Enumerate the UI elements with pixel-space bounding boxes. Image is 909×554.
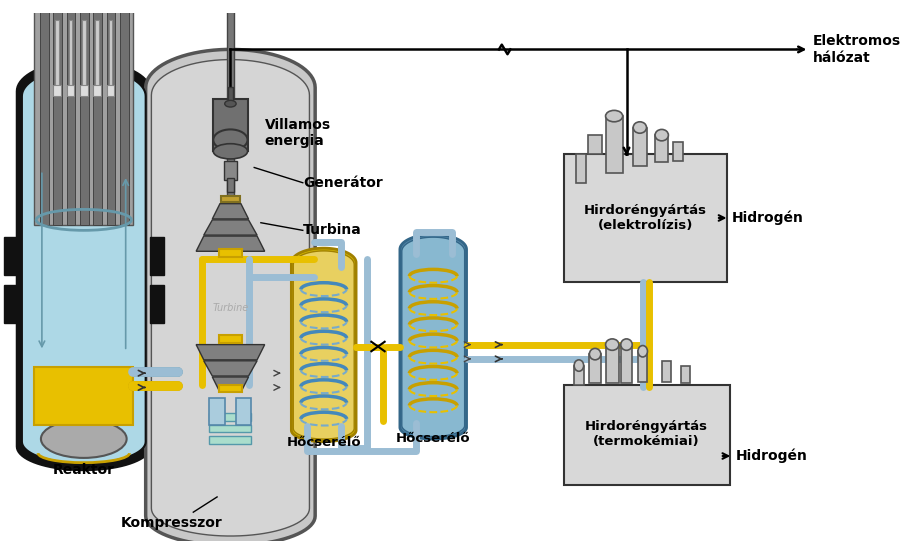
Bar [219, 249, 242, 257]
Bar [219, 384, 242, 392]
Ellipse shape [605, 110, 623, 122]
Bar [54, 85, 61, 96]
Bar [236, 398, 252, 424]
Ellipse shape [634, 122, 646, 133]
Bar [219, 335, 242, 343]
Ellipse shape [214, 143, 247, 159]
Text: Hidrogén: Hidrogén [732, 211, 804, 225]
Text: Kompresszor: Kompresszor [121, 516, 223, 530]
Bar [82, 20, 85, 96]
Text: Villamos
energia: Villamos energia [265, 118, 331, 148]
Bar [576, 154, 585, 183]
Bar [605, 116, 623, 173]
Bar [226, 178, 235, 192]
Polygon shape [294, 251, 355, 439]
Bar [574, 366, 584, 384]
Text: Turbina: Turbina [303, 223, 362, 237]
Ellipse shape [589, 348, 601, 360]
Bar [4, 237, 17, 275]
Ellipse shape [621, 339, 633, 350]
Bar [120, 0, 128, 224]
Polygon shape [196, 345, 265, 360]
Ellipse shape [225, 100, 236, 107]
Polygon shape [17, 61, 150, 470]
Bar [68, 20, 73, 96]
Polygon shape [213, 377, 248, 392]
Text: Hidrogén: Hidrogén [736, 449, 808, 463]
Polygon shape [22, 68, 145, 463]
Bar [35, 367, 134, 424]
Bar [674, 142, 683, 161]
Bar [94, 85, 101, 96]
Bar [227, 86, 234, 104]
Text: Elektromos
hálózat: Elektromos hálózat [814, 34, 901, 64]
Bar [634, 127, 646, 166]
Bar [564, 384, 730, 485]
Bar [35, 0, 134, 224]
Text: Generátor: Generátor [303, 176, 383, 189]
Text: Hirdoréngyártás
(termokémiai): Hirdoréngyártás (termokémiai) [585, 420, 708, 448]
Bar [150, 237, 164, 275]
Bar [605, 345, 619, 383]
Text: Turbine: Turbine [213, 304, 248, 314]
Bar [681, 366, 690, 383]
Bar [655, 135, 668, 162]
Bar [621, 345, 633, 383]
Polygon shape [213, 204, 248, 219]
Bar [209, 413, 252, 421]
Ellipse shape [638, 346, 647, 357]
Text: Hirdoréngyártás
(elektrolízis): Hirdoréngyártás (elektrolízis) [584, 204, 707, 232]
Bar [209, 436, 252, 444]
Bar [40, 0, 48, 224]
Bar [94, 0, 102, 224]
Bar [214, 99, 247, 151]
Bar [221, 196, 240, 202]
Polygon shape [196, 236, 265, 252]
Bar [95, 20, 99, 96]
Bar [66, 85, 75, 96]
Ellipse shape [574, 360, 584, 371]
Text: Reaktor: Reaktor [53, 463, 115, 476]
Bar [106, 85, 115, 96]
Polygon shape [152, 60, 309, 536]
Bar [4, 285, 17, 322]
Ellipse shape [655, 130, 668, 141]
Polygon shape [402, 237, 464, 437]
Bar [588, 135, 602, 154]
Bar [106, 0, 115, 224]
Bar [150, 285, 164, 322]
Bar [209, 424, 252, 432]
Bar [226, 0, 235, 199]
Bar [80, 0, 88, 224]
Bar [108, 20, 113, 96]
Polygon shape [204, 361, 257, 376]
Polygon shape [400, 234, 466, 439]
Bar [55, 20, 59, 96]
Bar [662, 361, 671, 382]
Ellipse shape [214, 130, 247, 150]
Polygon shape [292, 248, 356, 442]
Polygon shape [145, 49, 315, 546]
Bar [638, 351, 647, 382]
Ellipse shape [605, 339, 619, 350]
Bar [224, 161, 237, 180]
Text: Hőcserélő: Hőcserélő [396, 432, 471, 445]
Polygon shape [204, 220, 257, 235]
Bar [54, 0, 62, 224]
Bar [209, 398, 225, 424]
Bar [564, 154, 727, 282]
Ellipse shape [41, 420, 126, 458]
Text: Hőcserélő: Hőcserélő [286, 436, 361, 449]
Bar [66, 0, 75, 224]
Bar [80, 85, 87, 96]
Bar [589, 354, 601, 383]
